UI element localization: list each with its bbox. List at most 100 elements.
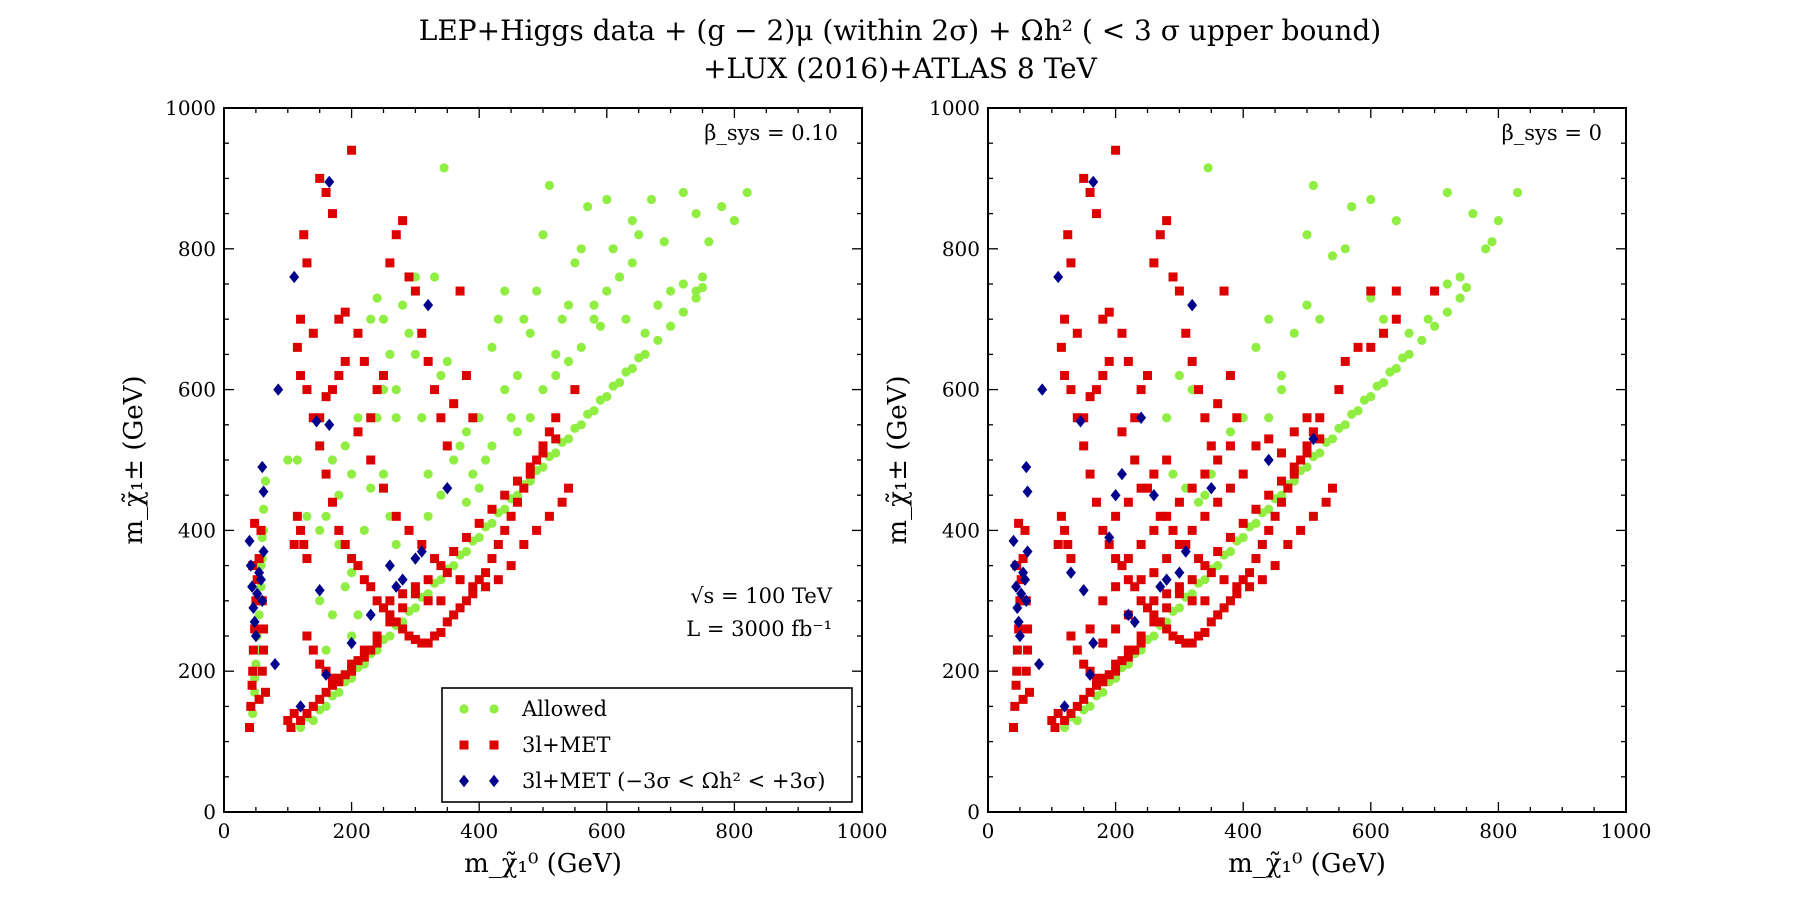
allowed-point [1455,272,1465,282]
legend-marker [489,704,499,714]
x-axis-label: m_χ̃₁⁰ (GeV) [1228,849,1386,879]
met-point [1130,455,1140,465]
met-point [334,314,344,324]
met-point [1276,448,1286,458]
allowed-point [378,469,389,479]
met-point [1174,286,1184,296]
allowed-point [391,413,401,423]
allowed-point [353,413,363,423]
met-point [299,539,309,549]
met-point [315,441,325,451]
allowed-point [254,610,264,620]
met-point [289,539,299,549]
met-point [1079,413,1089,423]
met-point [289,708,299,718]
met-point [474,518,484,528]
allowed-point [260,476,271,486]
allowed-point [1442,187,1452,198]
met-point [436,413,446,423]
met-point [1213,497,1223,507]
met-point [410,635,420,645]
met-point [245,723,255,733]
x-tick-label: 1000 [837,819,888,843]
chart-title-line2: +LUX (2016)+ATLAS 8 TeV [703,52,1097,85]
met-point [321,469,331,479]
allowed-point [283,455,293,465]
met-3sigma-point [1075,415,1086,428]
y-tick-label: 200 [942,659,980,683]
met-point [296,525,306,535]
allowed-point [1334,423,1344,433]
met-point [315,413,325,423]
met-point [1187,356,1197,366]
met-point [292,511,302,521]
legend-marker [459,774,469,788]
met-3sigma-point [1187,298,1198,312]
allowed-point [532,286,542,296]
met-point [366,455,376,465]
met-point [1066,385,1076,395]
met-point [1060,715,1070,725]
met-point [1130,645,1140,655]
met-3sigma-point [244,534,255,548]
met-point [1149,568,1159,578]
allowed-point [1174,370,1184,381]
met-point [1366,342,1376,352]
met-point [1104,670,1114,680]
met-point [1117,561,1127,571]
met-point [251,596,261,606]
allowed-point [250,673,260,683]
met-point [296,314,306,324]
met-point [436,596,446,606]
met-point [1136,638,1146,648]
met-point [455,575,465,585]
met-point [379,371,388,381]
met-point [1021,666,1031,676]
met-point [1143,371,1152,381]
met-point [340,356,350,366]
met-point [1257,539,1267,549]
met-point [1149,258,1159,268]
allowed-point [461,427,472,437]
met-point [1213,455,1223,465]
allowed-point [563,356,574,367]
met-3sigma-point [1117,467,1127,481]
allowed-point [1251,342,1261,352]
allowed-point [461,497,472,507]
met-3sigma-point [1018,566,1029,579]
met-point [257,666,267,676]
legend-marker [459,704,469,714]
allowed-point [595,395,606,405]
met-point [1194,631,1204,641]
met-point [1012,666,1022,676]
allowed-point [480,455,491,465]
allowed-point [608,244,618,254]
met-point [404,525,414,535]
met-point [538,441,548,451]
met-3sigma-point [1008,534,1019,548]
met-point [1117,328,1127,338]
met-point [1155,617,1165,627]
met-3sigma-point [321,668,332,681]
met-point [1321,497,1331,507]
met-point [410,589,420,599]
met-point [500,490,510,500]
met-point [544,511,554,521]
met-point [1111,624,1121,634]
met-point [1200,469,1210,479]
met-point [1104,307,1114,317]
allowed-point [621,367,631,377]
met-point [1085,469,1095,479]
met-point [1251,441,1261,451]
allowed-point [423,511,433,521]
allowed-point [1193,497,1204,507]
met-point [1162,624,1172,634]
y-tick-label: 800 [178,237,216,261]
x-tick-label: 600 [588,819,626,843]
allowed-point [321,645,331,655]
met-point [296,715,306,725]
met-point [1251,504,1261,514]
met-3sigma-point [1078,584,1089,597]
met-3sigma-point [258,485,269,498]
met-3sigma-point [1013,615,1024,629]
